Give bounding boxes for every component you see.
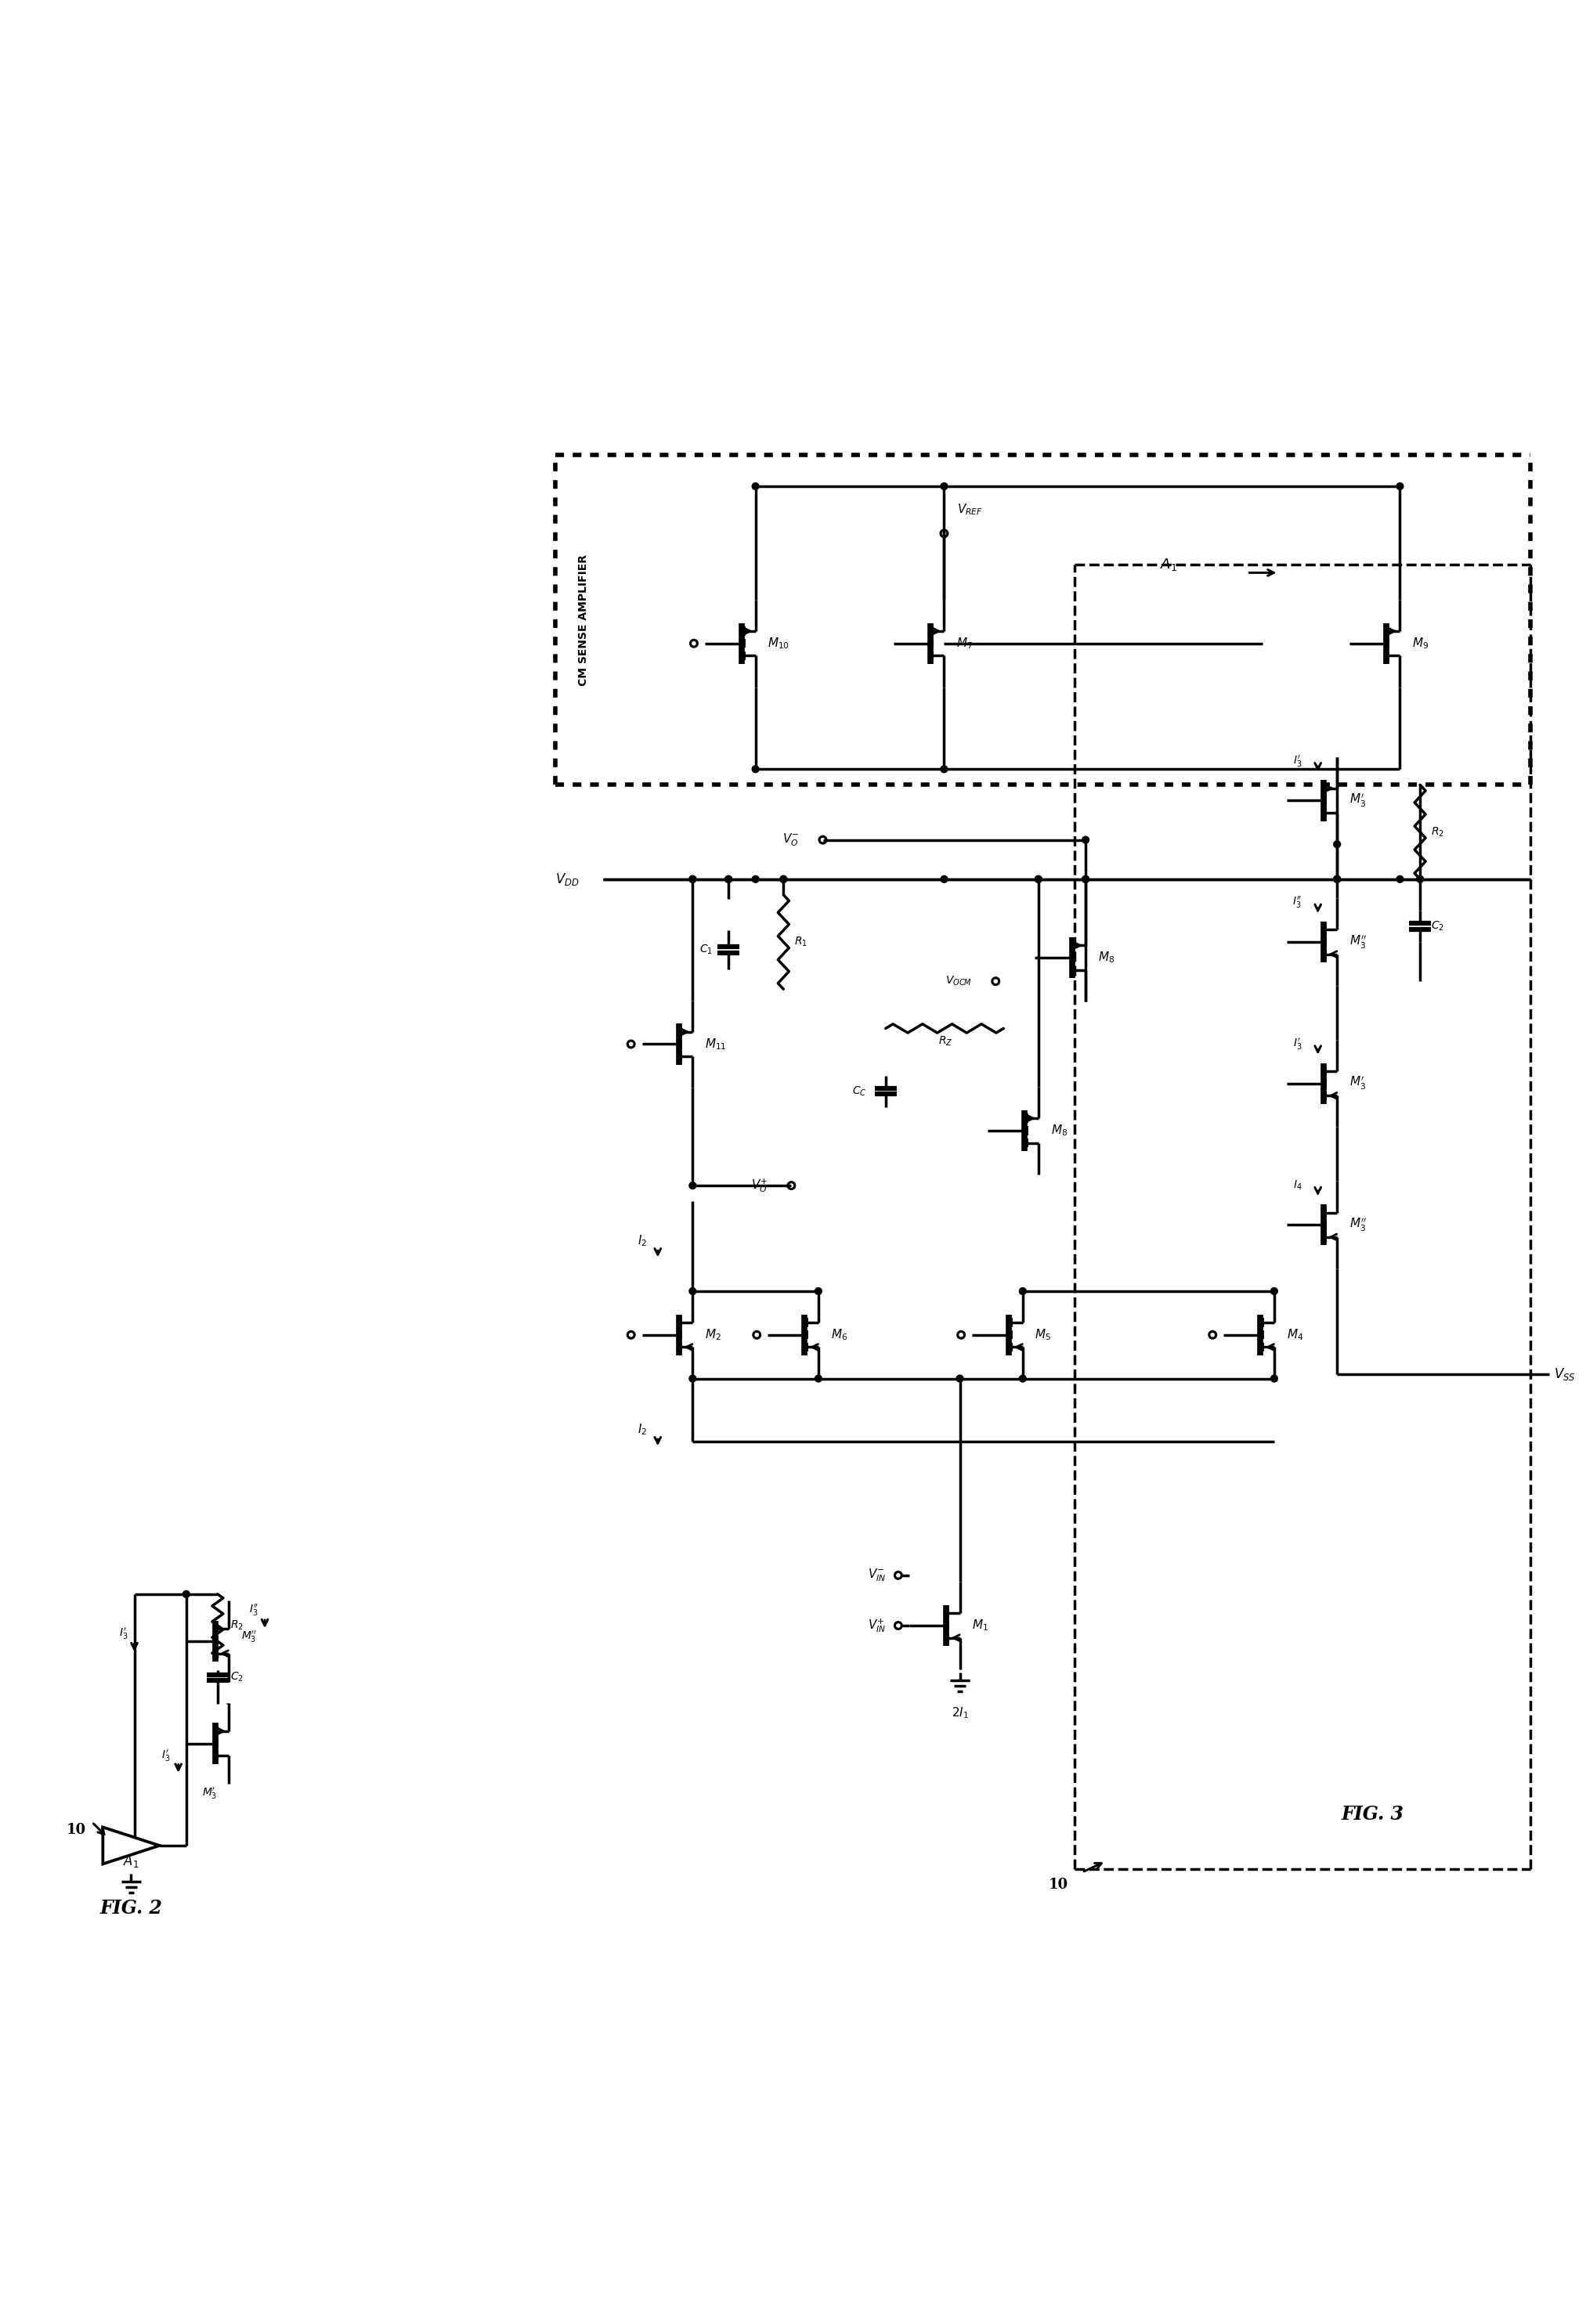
Text: $I_4$: $I_4$ [1293,1178,1302,1192]
Text: $M_{3}''$: $M_{3}''$ [1350,934,1367,951]
Text: 10: 10 [1048,1878,1069,1892]
Text: $V_{DD}$: $V_{DD}$ [555,872,579,888]
Text: $I_2$: $I_2$ [638,1422,647,1436]
Text: $2I_1$: $2I_1$ [952,1706,969,1720]
Text: $M_{3}'$: $M_{3}'$ [1350,1076,1366,1092]
Circle shape [752,765,760,772]
Circle shape [940,483,947,490]
Text: $V_{IN}^{-}$: $V_{IN}^{-}$ [868,1566,885,1583]
Text: $M_9$: $M_9$ [1412,637,1429,651]
Text: $M_7$: $M_7$ [956,637,972,651]
Circle shape [940,765,947,772]
Text: $I_{3}''$: $I_{3}''$ [249,1601,259,1618]
Circle shape [1036,876,1042,883]
Circle shape [1036,876,1042,883]
Circle shape [690,1376,696,1383]
Circle shape [1082,837,1090,844]
Text: $C_1$: $C_1$ [699,944,712,955]
Text: $M_6$: $M_6$ [831,1327,847,1343]
Text: $M_{11}$: $M_{11}$ [704,1037,726,1050]
Circle shape [690,876,696,883]
Circle shape [815,1376,822,1383]
Text: $V_{REF}$: $V_{REF}$ [956,502,982,518]
Text: $M_{3}'$: $M_{3}'$ [201,1787,217,1801]
Text: 10: 10 [67,1822,86,1836]
Text: $V_{SS}$: $V_{SS}$ [1554,1367,1575,1383]
Circle shape [1397,483,1404,490]
Text: $M_1$: $M_1$ [972,1618,988,1634]
Text: $V_O^{-}$: $V_O^{-}$ [782,832,799,848]
Circle shape [815,1287,822,1294]
Text: $R_1$: $R_1$ [795,937,807,948]
Circle shape [1270,1287,1278,1294]
Circle shape [1334,876,1340,883]
Text: $I_{3}'$: $I_{3}'$ [119,1627,128,1641]
Circle shape [780,876,787,883]
Text: $M_{3}''$: $M_{3}''$ [241,1629,257,1643]
Circle shape [940,876,947,883]
Text: $V_{IN}^{+}$: $V_{IN}^{+}$ [868,1618,885,1634]
Text: $I_{3}''$: $I_{3}''$ [1293,895,1302,911]
Text: $M_8$: $M_8$ [1050,1122,1067,1139]
Text: $I_{3}'$: $I_{3}'$ [1293,1037,1302,1053]
Text: CM SENSE AMPLIFIER: CM SENSE AMPLIFIER [579,553,590,686]
Text: $M_{10}$: $M_{10}$ [768,637,790,651]
Text: $A_1$: $A_1$ [1159,558,1177,572]
Text: $M_8$: $M_8$ [1098,951,1115,964]
Text: $M_2$: $M_2$ [704,1327,722,1343]
Text: $I_{3}'$: $I_{3}'$ [1293,753,1302,769]
Text: $V_{OCM}$: $V_{OCM}$ [945,974,972,988]
Circle shape [752,876,760,883]
Circle shape [1397,876,1404,883]
Circle shape [1334,841,1340,848]
Text: $I_{3}'$: $I_{3}'$ [162,1748,170,1764]
Text: $C_2$: $C_2$ [230,1671,243,1685]
Circle shape [725,876,731,883]
Text: $R_Z$: $R_Z$ [939,1034,953,1048]
Text: $V_O^{+}$: $V_O^{+}$ [752,1176,768,1195]
Circle shape [1020,1376,1026,1383]
Circle shape [1416,876,1424,883]
Circle shape [780,876,787,883]
Circle shape [1082,876,1090,883]
Circle shape [752,483,760,490]
Circle shape [182,1590,190,1597]
Circle shape [690,876,696,883]
Text: $R_2$: $R_2$ [230,1620,243,1631]
Circle shape [690,1183,696,1190]
Circle shape [1020,1287,1026,1294]
Circle shape [956,1376,963,1383]
Text: FIG. 3: FIG. 3 [1342,1806,1404,1824]
Text: FIG. 2: FIG. 2 [100,1899,162,1917]
Text: $I_2$: $I_2$ [638,1234,647,1248]
Text: $R_2$: $R_2$ [1431,825,1445,839]
Text: $C_C$: $C_C$ [852,1085,868,1097]
Circle shape [1082,876,1090,883]
Text: $M_5$: $M_5$ [1036,1327,1052,1343]
Text: $A_1$: $A_1$ [124,1855,140,1868]
Circle shape [1270,1376,1278,1383]
Text: $M_{3}''$: $M_{3}''$ [1350,1215,1367,1234]
Circle shape [690,1287,696,1294]
Circle shape [1334,876,1340,883]
Text: $M_4$: $M_4$ [1286,1327,1304,1343]
Circle shape [725,876,731,883]
Text: $C_2$: $C_2$ [1431,920,1445,932]
Text: $M_{3}'$: $M_{3}'$ [1350,792,1366,809]
